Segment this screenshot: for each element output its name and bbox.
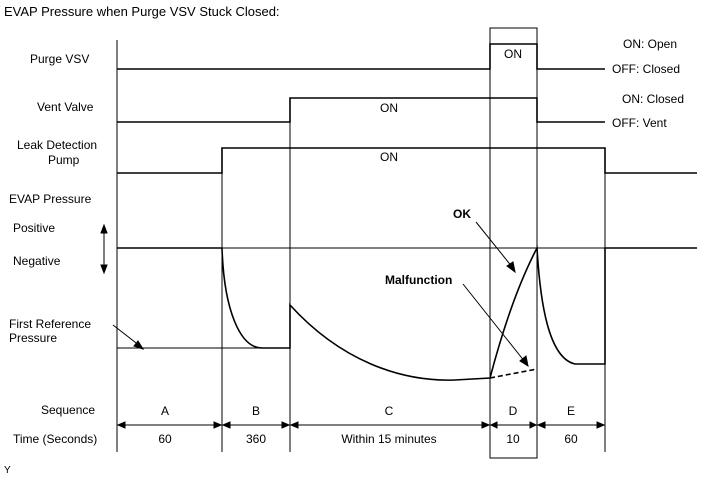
sequence-arrows (116, 421, 606, 429)
phase-boundaries (116, 40, 606, 452)
sequence-e: E (566, 404, 576, 418)
vent-valve-label: Vent Valve (37, 100, 94, 114)
vent-on-state-label: ON: Closed (622, 92, 685, 106)
evap-pressure-label: EVAP Pressure (9, 192, 92, 206)
time-a: 60 (158, 432, 172, 446)
time-c: Within 15 minutes (341, 432, 437, 446)
purge-off-state-label: OFF: Closed (612, 62, 681, 76)
leak-pump-signal (117, 147, 697, 174)
malfunction-arrow-head (519, 355, 529, 368)
positive-label: Positive (13, 221, 56, 235)
pressure-direction-arrow (100, 223, 108, 275)
first-reference-label-line1: First Reference (9, 317, 92, 331)
malfunction-arrow-line (462, 283, 526, 363)
purge-vsv-signal (117, 43, 605, 70)
first-reference-label-line2: Pressure (9, 331, 58, 345)
vent-on-label: ON (380, 101, 398, 115)
malfunction-annotation: Malfunction (385, 273, 453, 287)
ok-annotation: OK (453, 207, 471, 221)
sequence-label: Sequence (41, 403, 96, 417)
purge-vsv-label: Purge VSV (30, 52, 90, 66)
sequence-c: C (384, 404, 394, 418)
first-ref-arrow-head (133, 340, 145, 350)
leak-pump-label-line2: Pump (48, 153, 80, 167)
negative-label: Negative (13, 254, 61, 268)
pump-on-label: ON (380, 150, 398, 164)
vent-off-state-label: OFF: Vent (612, 116, 667, 130)
time-d: 10 (506, 432, 520, 446)
sequence-b: B (251, 404, 261, 418)
evap-pressure-curve (117, 245, 697, 381)
sequence-a: A (160, 404, 170, 418)
ok-arrow-line (475, 221, 514, 269)
time-b: 360 (245, 432, 267, 446)
sequence-d: D (508, 404, 518, 418)
vent-valve-signal (117, 97, 605, 123)
purge-on-label: ON (504, 47, 522, 61)
ok-arrow-head (506, 261, 516, 274)
diagram-title: EVAP Pressure when Purge VSV Stuck Close… (4, 4, 280, 19)
corner-mark: Y (4, 465, 11, 476)
phase-d-box (489, 27, 538, 459)
leak-pump-label-line1: Leak Detection (17, 138, 98, 152)
first-ref-arrow-line (112, 324, 141, 347)
time-label: Time (Seconds) (13, 432, 98, 446)
purge-on-state-label: ON: Open (623, 37, 678, 51)
time-e: 60 (564, 432, 578, 446)
malfunction-dashed-curve (489, 368, 538, 379)
